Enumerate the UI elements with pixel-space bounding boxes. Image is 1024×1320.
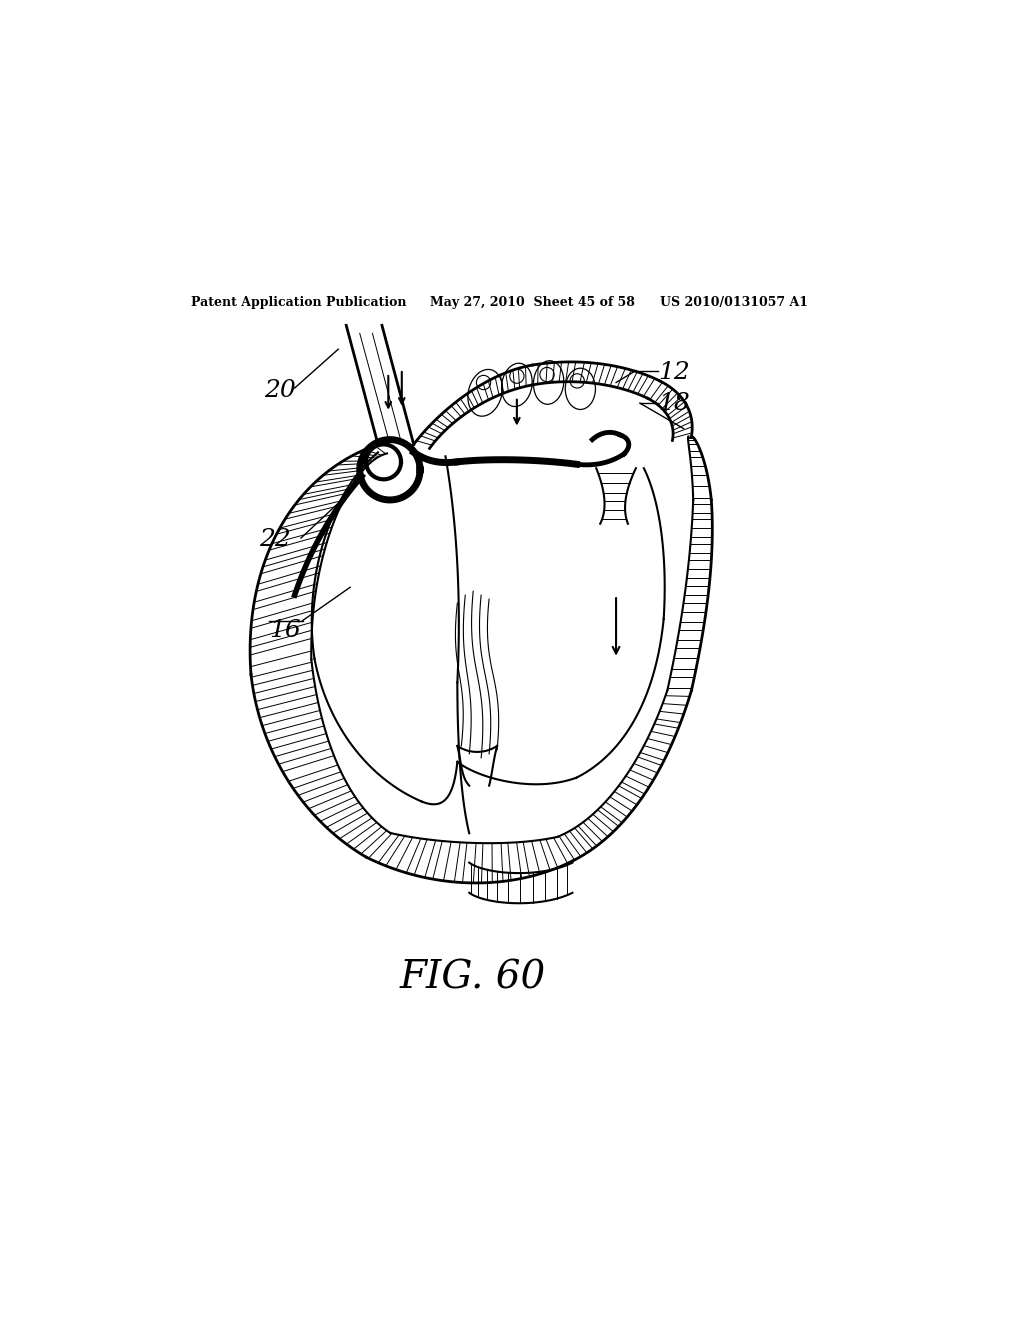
Text: Patent Application Publication: Patent Application Publication (191, 296, 407, 309)
Text: 20: 20 (264, 379, 296, 401)
Text: 16: 16 (269, 619, 301, 643)
Text: 18: 18 (658, 392, 690, 414)
Text: 22: 22 (259, 528, 291, 552)
Text: May 27, 2010  Sheet 45 of 58: May 27, 2010 Sheet 45 of 58 (430, 296, 635, 309)
Text: US 2010/0131057 A1: US 2010/0131057 A1 (659, 296, 808, 309)
Text: FIG. 60: FIG. 60 (400, 960, 547, 997)
Text: 12: 12 (658, 362, 690, 384)
